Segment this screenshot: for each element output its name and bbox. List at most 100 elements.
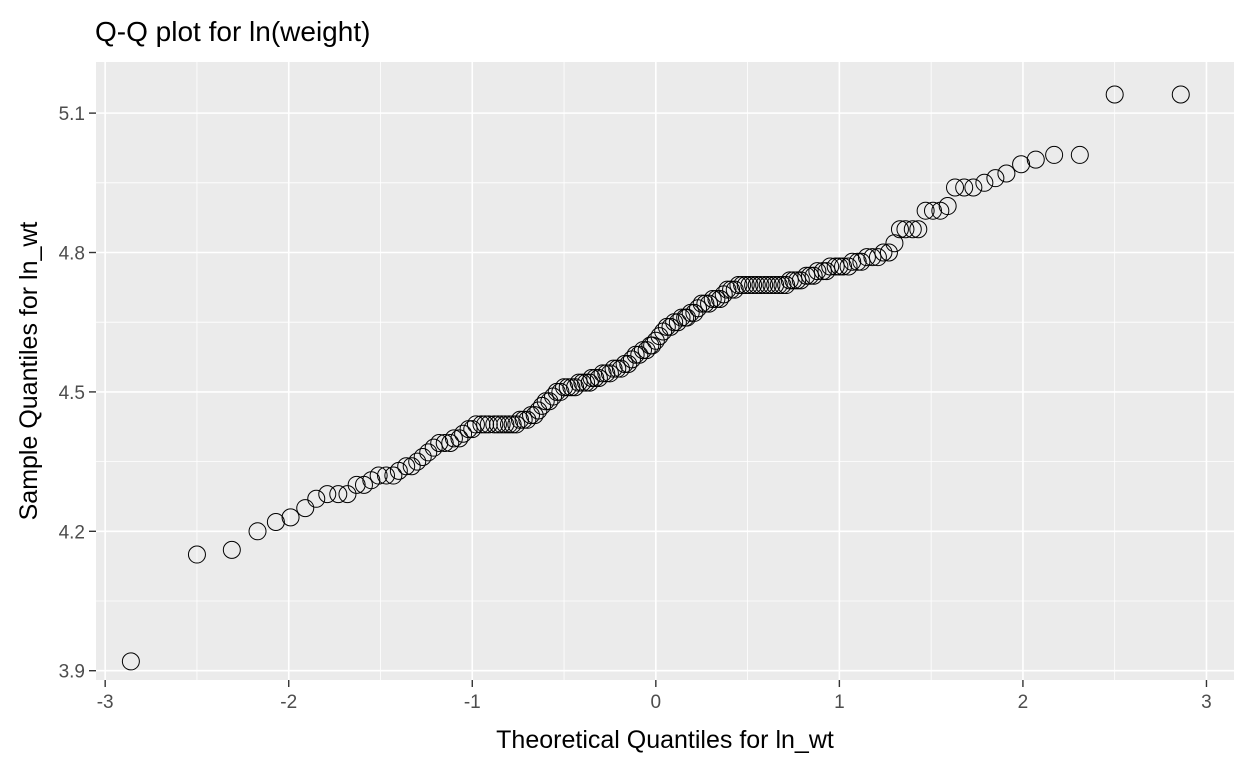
data-point [424,438,443,457]
data-point [329,485,348,504]
data-point [874,243,893,262]
data-point [593,364,612,383]
data-point [885,234,904,253]
data-point [896,220,915,239]
data-point [397,457,416,476]
data-point [769,276,788,295]
data-point [839,257,858,276]
data-point [430,434,449,453]
y-tick-label: 3.9 [59,662,85,683]
y-tick-label: 4.8 [59,244,85,265]
data-point [923,201,942,220]
data-point [804,266,823,285]
x-tick-label: -1 [464,692,481,713]
data-point [762,276,781,295]
x-tick-label: -2 [280,692,297,713]
data-point [1171,85,1190,104]
data-point [488,415,507,434]
data-point [718,280,737,299]
data-point [986,169,1005,188]
data-point [499,415,518,434]
data-point [121,652,140,671]
data-point [758,276,777,295]
data-point [852,252,871,271]
plot-panel [96,62,1234,680]
data-point [485,415,504,434]
data-point [435,434,454,453]
data-point [857,248,876,267]
data-point [450,429,469,448]
data-point [964,178,983,197]
x-tick-label: 3 [1201,692,1212,713]
data-point [826,257,845,276]
data-point [797,266,816,285]
data-point [619,355,638,374]
data-point [492,415,511,434]
data-point [444,429,463,448]
data-point [307,489,326,508]
data-point [879,243,898,262]
data-point [402,457,421,476]
data-point [558,378,577,397]
data-point [868,248,887,267]
data-point [496,415,515,434]
data-point [692,294,711,313]
data-point [441,434,460,453]
data-point [747,276,766,295]
data-point [863,248,882,267]
data-point [780,271,799,290]
data-point [555,378,574,397]
data-point [1026,150,1045,169]
data-point [1105,85,1124,104]
data-point [281,508,300,527]
data-point [733,276,752,295]
data-point [1045,145,1064,164]
data-point [573,373,592,392]
minor-gridlines [96,62,1234,680]
x-tick-label: -3 [97,692,114,713]
data-point [338,485,357,504]
data-point [740,276,759,295]
data-point [248,522,267,541]
data-point [187,545,206,564]
data-point [729,276,748,295]
data-point [463,420,482,439]
x-tick-label: 0 [651,692,662,713]
data-point [413,447,432,466]
data-point [755,276,774,295]
data-point [890,220,909,239]
data-point [540,392,559,411]
data-point [582,368,601,387]
data-point [711,289,730,308]
data-point [650,327,669,346]
data-point [703,289,722,308]
data-point [909,220,928,239]
data-point [347,475,366,494]
data-point [843,252,862,271]
data-point [454,424,473,443]
y-tick-label: 4.5 [59,383,85,404]
data-point [903,220,922,239]
data-point [946,178,965,197]
data-point [266,513,285,532]
x-axis: -3 -2 -1 0 1 2 3 [97,680,1212,713]
data-point [646,331,665,350]
y-axis: 3.9 4.2 4.5 4.8 5.1 [59,104,96,683]
data-point [997,164,1016,183]
data-point [1070,145,1089,164]
major-gridlines [96,62,1234,680]
data-point [672,308,691,327]
data-point [408,452,427,471]
data-point [736,276,755,295]
data-point [637,341,656,360]
data-point [369,466,388,485]
data-point [510,410,529,429]
data-point [751,276,770,295]
data-point [766,276,785,295]
data-point [808,262,827,281]
data-point [222,540,241,559]
data-point [788,271,807,290]
data-point [577,373,596,392]
data-point [685,303,704,322]
data-point [1012,155,1031,174]
